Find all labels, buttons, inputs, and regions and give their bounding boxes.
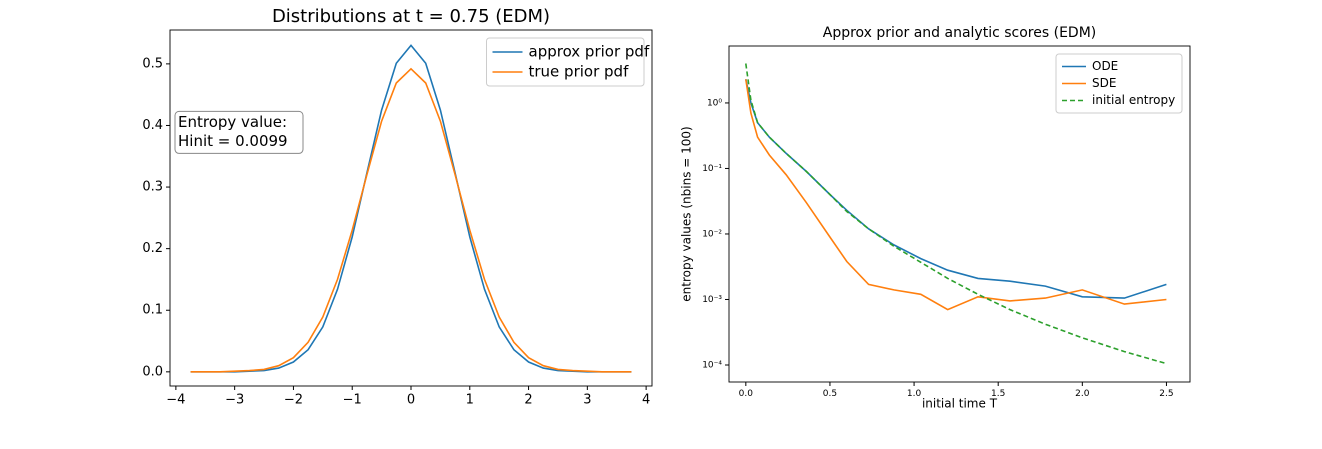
series-line xyxy=(190,67,632,373)
series-line xyxy=(745,79,1167,311)
legend-label: approx prior pdf xyxy=(529,43,650,61)
x-tick-label: 1.5 xyxy=(991,389,1005,399)
x-tick-label: −1 xyxy=(343,392,362,407)
x-tick-label: 1 xyxy=(466,392,474,407)
y-tick-label: 10⁻⁴ xyxy=(702,360,722,370)
x-tick-label: 2.0 xyxy=(1075,389,1090,399)
x-tick-label: 2.5 xyxy=(1159,389,1173,399)
x-tick-label: −3 xyxy=(225,392,244,407)
y-tick-label: 0.2 xyxy=(142,241,163,256)
legend-box xyxy=(486,37,645,87)
plot-frame xyxy=(169,29,653,387)
y-tick-label: 10⁻² xyxy=(702,229,722,239)
y-tick-label: 0.3 xyxy=(142,180,163,195)
series-line xyxy=(190,44,632,373)
y-tick-label: 0.1 xyxy=(142,303,163,318)
annotation-text: Hinit = 0.0099 xyxy=(178,132,288,150)
plot-frame xyxy=(728,45,1191,383)
y-tick-label: 10⁻¹ xyxy=(702,164,722,174)
annotation-box xyxy=(174,110,304,154)
x-tick-label: 2 xyxy=(524,392,532,407)
x-tick-label: 4 xyxy=(642,392,650,407)
series-line xyxy=(745,63,1167,365)
y-tick-label: 0.0 xyxy=(142,364,163,379)
y-tick-label: 10⁰ xyxy=(707,98,722,108)
legend-label: initial entropy xyxy=(1092,93,1175,107)
y-tick-label: 0.4 xyxy=(142,118,163,133)
chart-title: Approx prior and analytic scores (EDM) xyxy=(823,25,1097,41)
x-tick-label: −2 xyxy=(284,392,303,407)
annotation-text: Entropy value: xyxy=(178,113,287,131)
chart-title: Distributions at t = 0.75 (EDM) xyxy=(272,6,550,27)
legend-box xyxy=(1055,53,1183,114)
legend-label: ODE xyxy=(1092,59,1118,73)
x-tick-label: 1.0 xyxy=(907,389,922,399)
legend-label: true prior pdf xyxy=(529,63,630,81)
x-tick-label: −4 xyxy=(166,392,185,407)
x-tick-label: 3 xyxy=(583,392,591,407)
y-tick-label: 0.5 xyxy=(142,56,163,71)
y-axis-label: entropy values (nbins = 100) xyxy=(680,126,694,301)
x-tick-label: 0.0 xyxy=(739,389,754,399)
x-tick-label: 0 xyxy=(407,392,415,407)
x-tick-label: 0.5 xyxy=(823,389,837,399)
legend-label: SDE xyxy=(1092,76,1116,90)
y-tick-label: 10⁻³ xyxy=(702,295,722,305)
x-axis-label: initial time T xyxy=(922,397,998,411)
